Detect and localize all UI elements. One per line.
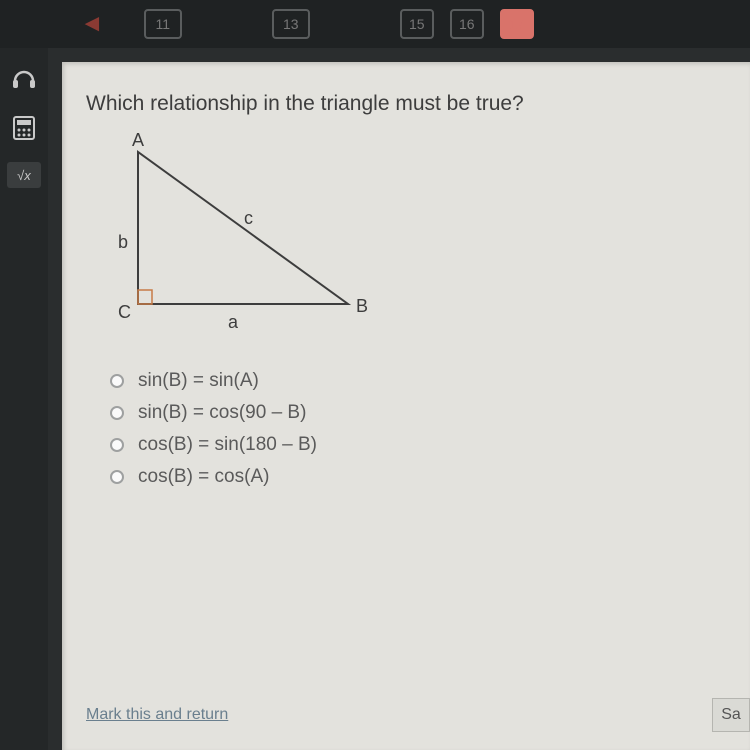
tool-sidebar: √x	[0, 48, 48, 750]
calculator-icon[interactable]	[8, 112, 40, 144]
vertex-B: B	[356, 296, 368, 317]
vertex-A: A	[132, 130, 144, 151]
radio-icon[interactable]	[110, 438, 124, 452]
radio-icon[interactable]	[110, 374, 124, 388]
option-text: sin(B) = sin(A)	[138, 370, 259, 392]
option-4[interactable]: cos(B) = cos(A)	[110, 466, 726, 488]
mark-return-link[interactable]: Mark this and return	[86, 706, 228, 724]
sqrt-icon[interactable]: √x	[7, 162, 41, 188]
side-b: b	[118, 232, 128, 253]
triangle-diagram: A C B b a c	[110, 144, 390, 344]
page-box-16[interactable]: 16	[450, 9, 484, 39]
page-box-13[interactable]: 13	[272, 9, 310, 39]
headphones-icon[interactable]	[8, 62, 40, 94]
option-text: sin(B) = cos(90 – B)	[138, 402, 306, 424]
vertex-C: C	[118, 302, 131, 323]
option-text: cos(B) = cos(A)	[138, 466, 269, 488]
page-box-17-current[interactable]: 17	[500, 9, 534, 39]
option-3[interactable]: cos(B) = sin(180 – B)	[110, 434, 726, 456]
question-panel: Which relationship in the triangle must …	[62, 62, 750, 750]
page-box-11[interactable]: 11	[144, 9, 182, 39]
side-c: c	[244, 208, 253, 229]
option-2[interactable]: sin(B) = cos(90 – B)	[110, 402, 726, 424]
back-caret-icon[interactable]: ◄	[80, 10, 104, 38]
option-text: cos(B) = sin(180 – B)	[138, 434, 317, 456]
save-button[interactable]: Sa	[712, 698, 750, 732]
option-1[interactable]: sin(B) = sin(A)	[110, 370, 726, 392]
question-text: Which relationship in the triangle must …	[86, 92, 726, 116]
sqrt-label: √x	[17, 168, 31, 183]
radio-icon[interactable]	[110, 470, 124, 484]
radio-icon[interactable]	[110, 406, 124, 420]
top-nav-bar: ◄ 11 13 15 16 17	[0, 0, 750, 48]
answer-options: sin(B) = sin(A) sin(B) = cos(90 – B) cos…	[110, 370, 726, 488]
triangle-svg	[110, 144, 390, 344]
side-a: a	[228, 312, 238, 333]
panel-footer: Mark this and return Sa	[86, 698, 750, 732]
page-box-15[interactable]: 15	[400, 9, 434, 39]
